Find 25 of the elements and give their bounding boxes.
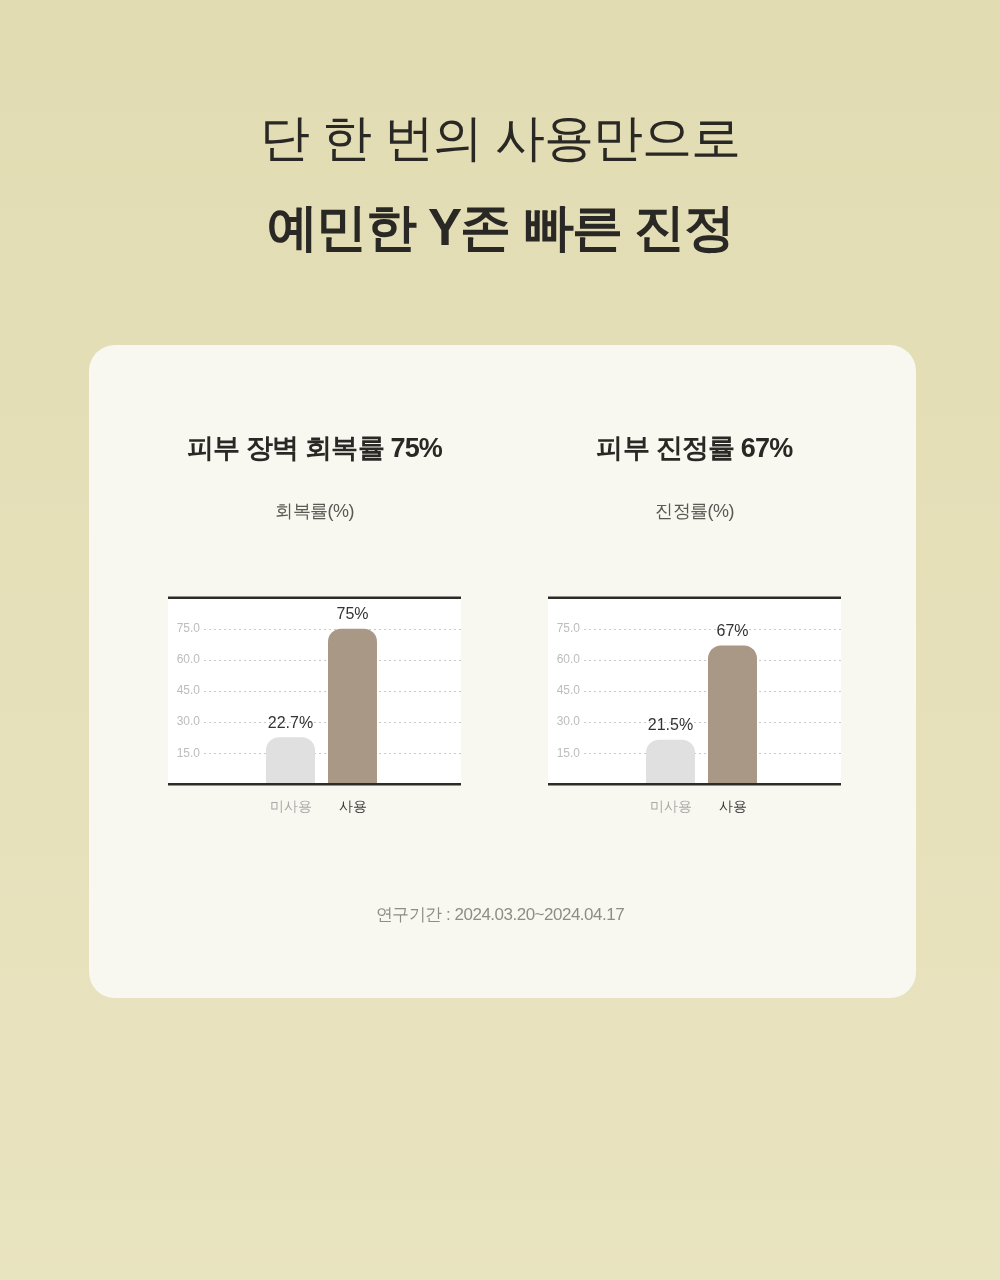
y-tick-label: 30.0 [556, 714, 581, 729]
data-label: 67% [716, 621, 749, 639]
x-tick-label: 사용 [338, 797, 367, 814]
y-tick-label: 75.0 [176, 621, 201, 636]
y-tick-label: 15.0 [176, 745, 201, 760]
y-axis-title: 진정률(%) [654, 500, 735, 522]
data-label: 21.5% [647, 716, 694, 734]
text: 예민한 Y존 빠른 진정 [265, 198, 735, 258]
y-tick-label: 15.0 [556, 745, 581, 760]
y-tick-label: 30.0 [176, 714, 201, 729]
x-tick-label: 사용 [718, 797, 747, 814]
y-tick-label: 45.0 [176, 683, 201, 698]
x-tick-label: 미사용 [269, 797, 312, 814]
y-tick-label: 45.0 [556, 683, 581, 698]
text: 단 한 번의 사용만으로 [259, 109, 741, 168]
x-tick-label: 미사용 [649, 797, 692, 814]
chart-title: 피부 장벽 회복률 75% [185, 432, 444, 465]
chart-title: 피부 진정률 67% [595, 432, 794, 465]
text: 연구기간 : 2024.03.20~2024.04.17 [374, 904, 626, 926]
y-axis-title: 회복률(%) [274, 500, 355, 522]
y-tick-label: 75.0 [556, 621, 581, 636]
y-tick-label: 60.0 [556, 652, 581, 667]
data-label: 22.7% [267, 713, 314, 731]
data-label: 75% [336, 605, 369, 623]
y-tick-label: 60.0 [176, 652, 201, 667]
